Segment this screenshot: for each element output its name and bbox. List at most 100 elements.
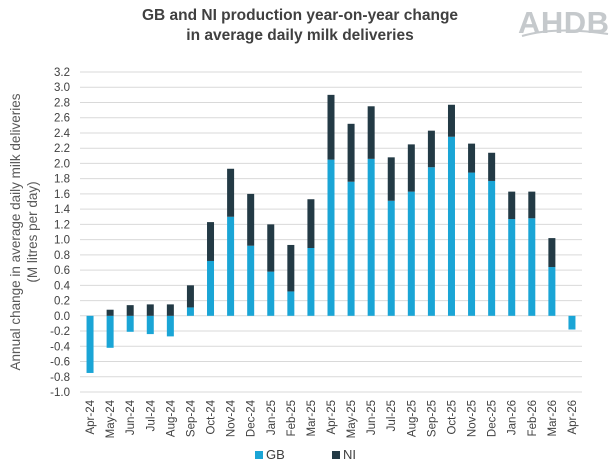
y-axis-label-line-1: Annual change in average daily milk deli…	[8, 93, 23, 370]
legend-label-gb: GB	[266, 447, 285, 462]
y-tick-label: 1.4	[54, 204, 71, 216]
bar-gb-feb-25	[287, 291, 295, 316]
bar-gb-oct-24	[207, 260, 215, 316]
x-tick-label: Sep-25	[426, 400, 438, 437]
bar-ni-sep-24	[186, 285, 194, 308]
y-axis-ticks: -1.0 -0.8 -0.6 -0.4 -0.2 0.0 0.2 0.4 0.6 0.8 1.0 1.…	[50, 67, 70, 399]
x-tick-label: Jan-26	[507, 400, 519, 435]
x-tick-label: Nov-25	[467, 400, 479, 437]
legend-swatch-ni	[332, 451, 340, 459]
x-tick-label: Jun-25	[366, 400, 378, 435]
bar-gb-nov-24	[227, 216, 235, 316]
y-axis-label-line-2: (M litres per day)	[25, 181, 40, 282]
y-axis-label: Annual change in average daily milk deli…	[8, 93, 40, 370]
y-tick-label: 2.0	[54, 158, 70, 170]
bar-gb-feb-26	[528, 218, 536, 316]
y-tick-label: 0.2	[54, 296, 70, 308]
y-tick-label: 1.0	[54, 235, 70, 247]
y-tick-label: 2.6	[54, 113, 70, 125]
bar-ni-dec-24	[247, 193, 255, 246]
bar-ni-jan-25	[267, 224, 275, 272]
bar-ni-may-25	[347, 123, 355, 182]
x-tick-label: Mar-25	[306, 400, 318, 436]
y-tick-label: 3.2	[54, 67, 70, 79]
x-tick-label: Apr-25	[326, 400, 338, 435]
title-line-2: in average daily milk deliveries	[186, 27, 414, 44]
ahdb-logo: AHDB	[518, 6, 610, 40]
bar-gb-may-24	[106, 315, 114, 348]
x-tick-label: Oct-24	[206, 399, 218, 434]
chart-title: GB and NI production year-on-year change…	[60, 6, 540, 46]
bar-ni-jul-24	[146, 304, 154, 316]
bar-gb-jan-25	[267, 271, 275, 316]
bar-gb-jun-24	[126, 315, 134, 332]
logo-text: AHDB	[518, 6, 610, 40]
bar-ni-aug-25	[407, 144, 415, 192]
bar-gb-dec-24	[247, 245, 255, 316]
bar-gb-mar-26	[548, 267, 556, 316]
legend: GB NI	[255, 447, 356, 462]
x-tick-label: Dec-24	[246, 399, 258, 437]
x-tick-label: Feb-26	[527, 400, 539, 436]
x-tick-label: Apr-26	[567, 400, 579, 435]
x-tick-label: Jan-25	[266, 400, 278, 435]
y-tick-label: -0.4	[50, 341, 70, 353]
y-tick-label: -1.0	[50, 387, 70, 399]
bar-ni-jan-26	[508, 191, 516, 220]
bar-ni-oct-24	[207, 222, 215, 261]
bar-ni-aug-24	[166, 304, 174, 316]
x-tick-label: Apr-24	[85, 399, 97, 434]
bar-ni-jul-25	[387, 157, 395, 201]
y-tick-label: 1.2	[54, 219, 70, 231]
bar-gb-apr-24	[86, 315, 94, 373]
bar-gb-sep-25	[427, 167, 435, 316]
y-tick-label: -0.6	[50, 357, 70, 369]
bar-ni-nov-24	[227, 168, 235, 217]
bar-gb-mar-25	[307, 248, 315, 316]
y-tick-label: 1.8	[54, 174, 70, 186]
bar-ni-may-24	[106, 309, 114, 316]
x-tick-label: May-24	[105, 399, 117, 438]
bar-ni-sep-25	[427, 130, 435, 168]
bar-gb-jun-25	[367, 158, 375, 316]
legend-label-ni: NI	[343, 447, 356, 462]
x-axis-ticks: Apr-24 May-24 Jun-24 Jul-24 Aug-24 Sep-24 Oct-…	[85, 399, 579, 438]
bar-ni-feb-25	[287, 244, 295, 292]
bar-gb-sep-24	[186, 307, 194, 316]
x-tick-label: Sep-24	[185, 399, 197, 437]
bar-ni-jun-25	[367, 106, 375, 159]
title-line-1: GB and NI production year-on-year change	[141, 7, 459, 24]
y-tick-label: 2.8	[54, 97, 70, 109]
bar-gb-apr-26	[568, 315, 576, 330]
bar-gb-jan-26	[508, 219, 516, 316]
x-tick-label: Oct-25	[446, 400, 458, 435]
bar-ni-feb-26	[528, 191, 536, 219]
bar-ni-apr-25	[327, 94, 335, 160]
bar-ni-jun-24	[126, 305, 134, 316]
x-tick-label: Jul-24	[145, 399, 157, 431]
x-tick-label: Mar-26	[547, 400, 559, 436]
bar-gb-oct-25	[447, 136, 455, 316]
bars	[86, 94, 576, 373]
y-tick-label: 3.0	[54, 82, 70, 94]
x-tick-label: Jul-25	[386, 400, 398, 431]
bar-gb-dec-25	[488, 180, 496, 316]
bar-ni-mar-25	[307, 199, 315, 248]
y-tick-label: 0.4	[54, 280, 71, 292]
bar-gb-aug-24	[166, 315, 174, 337]
bar-gb-jul-25	[387, 200, 395, 316]
y-tick-label: 1.6	[54, 189, 70, 201]
bar-gb-apr-25	[327, 159, 335, 316]
x-tick-label: Nov-24	[226, 399, 238, 437]
bar-ni-oct-25	[447, 104, 455, 137]
legend-swatch-gb	[255, 451, 263, 459]
x-tick-label: Aug-25	[406, 400, 418, 437]
x-tick-label: Dec-25	[487, 400, 499, 437]
y-tick-label: -0.2	[50, 326, 70, 338]
bar-gb-nov-25	[468, 172, 476, 316]
y-tick-label: 2.2	[54, 143, 70, 155]
y-tick-label: -0.8	[50, 372, 70, 384]
bar-ni-nov-25	[468, 143, 476, 173]
x-tick-label: Jun-24	[125, 399, 137, 435]
